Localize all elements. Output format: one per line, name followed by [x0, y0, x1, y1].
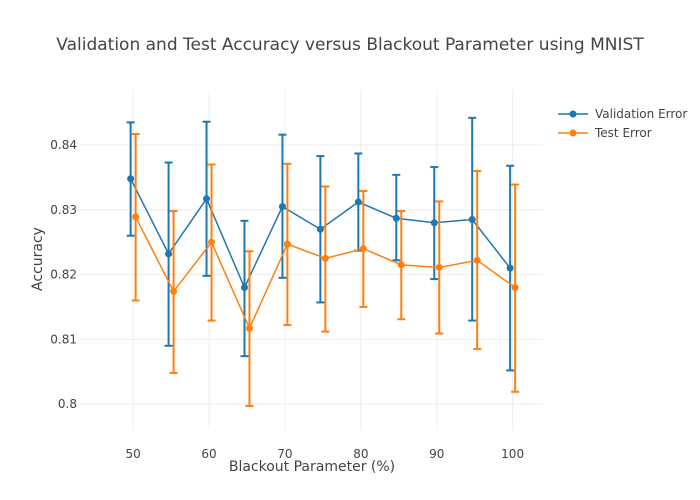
data-point[interactable] — [283, 240, 291, 248]
data-point[interactable] — [316, 225, 324, 233]
legend-item[interactable]: Test Error — [558, 126, 652, 140]
data-point[interactable] — [511, 284, 519, 292]
legend-item[interactable]: Validation Error — [558, 107, 687, 121]
data-point[interactable] — [127, 175, 135, 183]
data-point[interactable] — [240, 284, 248, 292]
x-axis-title: Blackout Parameter (%) — [229, 459, 395, 475]
x-tick-label: 50 — [125, 447, 140, 461]
data-point[interactable] — [354, 198, 362, 206]
series-layer — [126, 116, 520, 408]
data-point[interactable] — [245, 324, 253, 332]
chart-title: Validation and Test Accuracy versus Blac… — [56, 35, 644, 55]
legend-marker — [569, 110, 577, 118]
data-point[interactable] — [208, 238, 216, 246]
grid-layer — [80, 90, 543, 430]
data-point[interactable] — [359, 245, 367, 253]
data-point[interactable] — [278, 203, 286, 211]
data-point[interactable] — [506, 264, 514, 272]
data-point[interactable] — [473, 256, 481, 264]
x-tick-label: 90 — [429, 447, 444, 461]
data-point[interactable] — [165, 250, 173, 258]
tick-layer: 0.8 0.81 0.82 0.83 0.84 50 60 70 80 90 100 — [50, 138, 524, 461]
series-2 — [131, 133, 520, 408]
series-1 — [126, 116, 515, 372]
x-tick-label: 60 — [201, 447, 216, 461]
y-tick-label: 0.82 — [50, 268, 77, 282]
x-tick-label: 100 — [501, 447, 524, 461]
legend-label: Test Error — [594, 126, 652, 140]
x-tick-label: 80 — [353, 447, 368, 461]
data-point[interactable] — [132, 213, 140, 221]
y-axis-title: Accuracy — [30, 227, 46, 291]
data-point[interactable] — [430, 219, 438, 227]
x-tick-label: 70 — [277, 447, 292, 461]
data-point[interactable] — [392, 214, 400, 222]
y-tick-label: 0.8 — [58, 397, 77, 411]
data-point[interactable] — [397, 261, 405, 269]
legend[interactable]: Validation Error Test Error — [558, 107, 687, 140]
data-point[interactable] — [468, 216, 476, 224]
y-tick-label: 0.83 — [50, 203, 77, 217]
data-point[interactable] — [321, 254, 329, 262]
data-point[interactable] — [170, 287, 178, 295]
y-tick-label: 0.84 — [50, 138, 77, 152]
y-tick-label: 0.81 — [50, 332, 77, 346]
data-point[interactable] — [435, 263, 443, 271]
data-point[interactable] — [203, 195, 211, 203]
legend-marker — [569, 129, 577, 137]
legend-label: Validation Error — [595, 107, 687, 121]
